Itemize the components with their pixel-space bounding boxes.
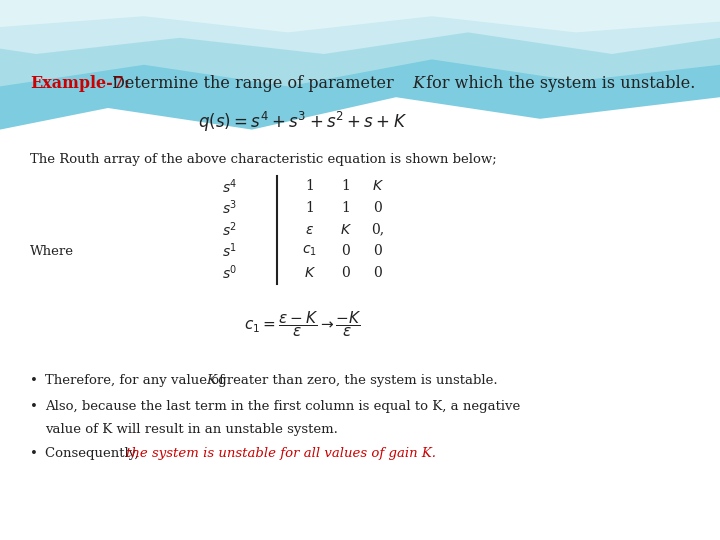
Text: 0: 0 <box>374 201 382 215</box>
Text: $K$: $K$ <box>304 266 315 280</box>
Text: greater than zero, the system is unstable.: greater than zero, the system is unstabl… <box>214 374 498 387</box>
Text: Determine the range of parameter: Determine the range of parameter <box>107 75 398 92</box>
Text: the system is unstable for all values of gain K.: the system is unstable for all values of… <box>126 447 436 460</box>
Text: K: K <box>206 374 216 387</box>
Text: Also, because the last term in the first column is equal to K, a negative: Also, because the last term in the first… <box>45 400 520 413</box>
Text: •: • <box>30 374 38 387</box>
Text: $c_1$: $c_1$ <box>302 244 317 258</box>
Text: for which the system is unstable.: for which the system is unstable. <box>421 75 696 92</box>
Text: •: • <box>30 400 38 413</box>
Text: 1: 1 <box>341 179 350 193</box>
Text: 0: 0 <box>341 266 350 280</box>
Polygon shape <box>0 0 720 86</box>
Text: $s^{0}$: $s^{0}$ <box>222 264 238 282</box>
Polygon shape <box>0 0 720 32</box>
Text: 0: 0 <box>374 244 382 258</box>
Text: 0: 0 <box>341 244 350 258</box>
Polygon shape <box>0 0 720 130</box>
Text: $s^{2}$: $s^{2}$ <box>222 220 238 239</box>
Text: •: • <box>30 447 38 460</box>
Text: Therefore, for any value of: Therefore, for any value of <box>45 374 228 387</box>
Text: $q(s) = s^{4} + s^{3} + s^{2} + s + K$: $q(s) = s^{4} + s^{3} + s^{2} + s + K$ <box>198 110 407 133</box>
Text: $c_1 = \dfrac{\epsilon - K}{\epsilon} \rightarrow \dfrac{-K}{\epsilon}$: $c_1 = \dfrac{\epsilon - K}{\epsilon} \r… <box>243 309 361 339</box>
Text: Where: Where <box>30 245 74 258</box>
Text: 0: 0 <box>374 266 382 280</box>
Text: $K$: $K$ <box>340 222 351 237</box>
Text: 0,: 0, <box>372 222 384 237</box>
Text: 1: 1 <box>305 179 314 193</box>
Text: value of K will result in an unstable system.: value of K will result in an unstable sy… <box>45 423 338 436</box>
Text: $s^{3}$: $s^{3}$ <box>222 199 238 217</box>
Text: 1: 1 <box>305 201 314 215</box>
Text: $\epsilon$: $\epsilon$ <box>305 222 314 237</box>
Text: K: K <box>412 75 424 92</box>
Text: Example-7:: Example-7: <box>30 75 130 92</box>
Text: $K$: $K$ <box>372 179 384 193</box>
Text: $s^{1}$: $s^{1}$ <box>222 242 238 260</box>
Polygon shape <box>0 0 720 54</box>
Text: Consequently,: Consequently, <box>45 447 143 460</box>
Text: 1: 1 <box>341 201 350 215</box>
Text: $s^{4}$: $s^{4}$ <box>222 177 238 195</box>
Text: The Routh array of the above characteristic equation is shown below;: The Routh array of the above characteris… <box>30 153 497 166</box>
